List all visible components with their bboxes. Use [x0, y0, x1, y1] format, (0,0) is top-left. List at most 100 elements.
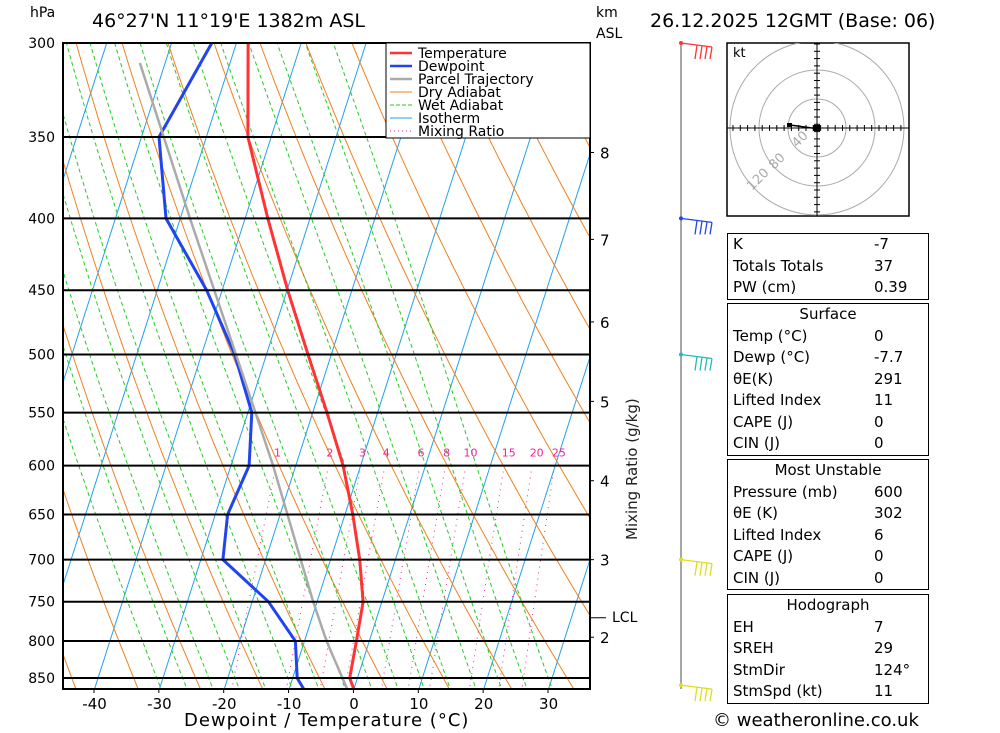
table-row: Totals Totals 37 [728, 256, 928, 278]
pressure-tick-label: 650 [28, 507, 55, 523]
table-row: Lifted Index 6 [728, 525, 928, 547]
legend-label: Parcel Trajectory [418, 72, 534, 88]
mixing-ratio-line [319, 465, 362, 689]
parcel-trajectory-profile [138, 62, 349, 689]
row-label: StmSpd (kt) [733, 682, 823, 700]
row-label: CIN (J) [733, 434, 781, 452]
row-value: 11 [874, 682, 894, 700]
temp-tick-label: -30 [147, 695, 172, 713]
wet-adiabat-line [139, 43, 373, 689]
wet-adiabat-line [63, 192, 240, 689]
legend-label: Dry Adiabat [418, 85, 501, 101]
dry-adiabat-line [63, 323, 201, 689]
dry-adiabat-line [259, 43, 575, 689]
temp-tick-label: 10 [409, 695, 428, 713]
most-unstable-table: Most Unstable Pressure (mb) 600 θE (K) 302 Li… [727, 459, 929, 590]
isotherm-line [548, 557, 590, 689]
table-row: EH 7 [728, 617, 928, 639]
row-label: Pressure (mb) [733, 482, 838, 501]
asl-label: ASL [596, 26, 623, 42]
mixing-ratio-label: 10 [464, 446, 478, 459]
row-label: Lifted Index [733, 391, 822, 409]
wet-adiabat-line [63, 111, 267, 689]
km-tick-label: 3 [600, 552, 610, 570]
row-value: 0 [874, 326, 884, 345]
dry-adiabat-line [167, 43, 450, 689]
km-tick-label: 6 [600, 314, 610, 332]
temp-tick-label: 20 [474, 695, 493, 713]
table-row: Pressure (mb) 600 [728, 482, 928, 504]
location-title: 46°27'N 11°19'E 1382m ASL [92, 10, 365, 32]
lcl-label: LCL [612, 610, 638, 626]
row-label: CAPE (J) [733, 547, 794, 565]
row-value: 7 [874, 617, 884, 636]
wet-adiabat-line [165, 43, 399, 689]
dry-adiabat-line [63, 487, 139, 689]
isotherm-line [63, 43, 108, 182]
section-title: Surface [799, 305, 857, 323]
row-label: SREH [733, 639, 774, 657]
wet-adiabat-line [63, 269, 214, 689]
temp-tick-label: -10 [277, 695, 302, 713]
row-value: 6 [874, 525, 884, 544]
dry-adiabat-line [63, 159, 264, 689]
row-value: 11 [874, 391, 894, 409]
table-row: Lifted Index 11 [728, 390, 928, 412]
mixing-ratio-line [498, 465, 533, 689]
km-tick-label: 4 [600, 473, 610, 491]
dry-adiabat-line [121, 43, 388, 689]
km-tick-label: 8 [600, 144, 610, 162]
wet-adiabat-line [65, 43, 293, 689]
wet-adiabat-line [248, 43, 477, 689]
row-label: Dewp (°C) [733, 348, 811, 366]
hodograph-unit: kt [733, 46, 746, 61]
x-axis-label: Dewpoint / Temperature (°C) [184, 710, 470, 731]
pressure-tick-label: 600 [28, 459, 55, 475]
temp-tick-label: -40 [82, 695, 107, 713]
temp-tick-label: 0 [349, 695, 359, 713]
mixing-ratio-line [469, 465, 505, 689]
table-row: CAPE (J) 0 [728, 412, 928, 434]
table-row: Dewp (°C) -7.7 [728, 347, 928, 369]
pressure-tick-label: 500 [28, 347, 55, 363]
dry-adiabat-line [966, 1, 1000, 699]
table-row: StmDir 124° [728, 660, 928, 682]
row-value: 124° [874, 660, 911, 679]
row-value: -7.7 [874, 348, 904, 366]
row-label: θE(K) [733, 369, 774, 388]
section-title: Hodograph [786, 596, 870, 614]
dry-adiabat-line [921, 1, 1000, 699]
dry-adiabat-line [0, 1, 17, 699]
row-label: CIN (J) [733, 568, 781, 587]
legend-label: Isotherm [418, 111, 480, 127]
table-row: K -7 [728, 234, 928, 256]
row-label: Totals Totals [733, 256, 824, 275]
wind-barb-icon [680, 353, 713, 371]
mixing-ratio-label: 2 [326, 446, 333, 459]
mixing-ratio-label: 8 [443, 446, 450, 459]
dry-adiabat-line [489, 43, 590, 239]
mixing-ratio-line [429, 465, 467, 689]
table-row: θE (K) 302 [728, 503, 928, 525]
legend-label: Temperature [417, 46, 507, 62]
pressure-tick-label: 700 [28, 553, 55, 569]
table-row: Temp (°C) 0 [728, 326, 928, 348]
row-label: θE (K) [733, 504, 778, 522]
pressure-tick-label: 550 [28, 406, 55, 422]
isotherm-line [94, 43, 302, 689]
dry-adiabat-line [213, 43, 513, 689]
km-tick-label: 5 [600, 393, 610, 411]
copyright: © weatheronline.co.uk [713, 710, 919, 731]
wind-barb-icon [680, 684, 713, 702]
mixing-ratio-line [521, 465, 555, 689]
isotherm-line [158, 43, 367, 689]
wind-barb-icon [680, 217, 713, 235]
isotherm-line [63, 43, 173, 384]
pressure-tick-label: 300 [28, 36, 55, 52]
mixing-ratio-label: 15 [502, 446, 516, 459]
pressure-tick-label: 400 [28, 211, 55, 227]
section-title: Most Unstable [774, 461, 882, 479]
